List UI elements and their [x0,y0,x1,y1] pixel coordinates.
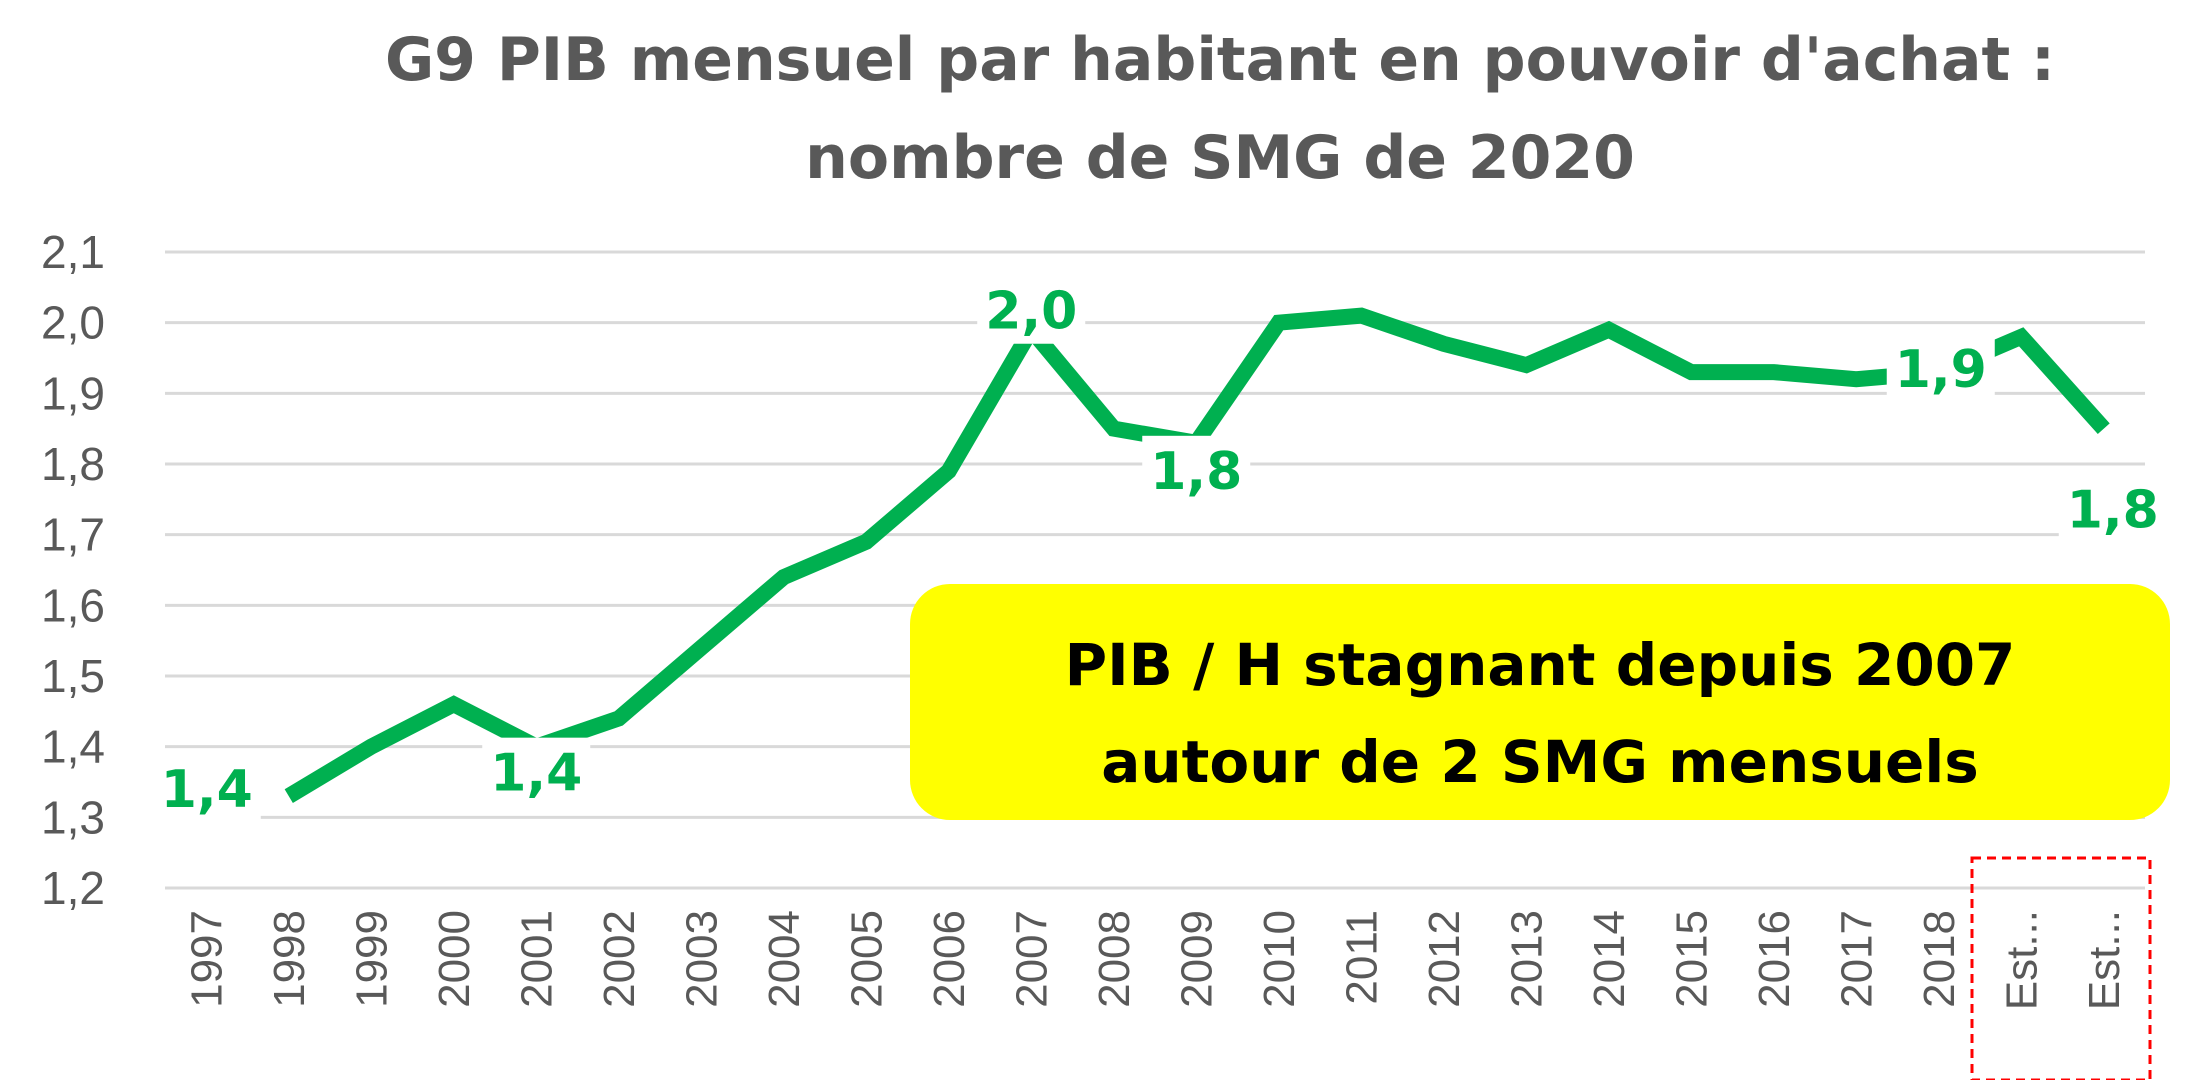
x-tick-label: 2013 [1502,910,1551,1008]
x-tick-label: 2001 [512,910,561,1008]
x-tick-label: 2007 [1007,910,1056,1008]
x-tick-label: 2012 [1420,910,1469,1008]
x-tick-label: 2010 [1255,910,1304,1008]
y-tick-label: 2,0 [41,297,105,349]
data-label: 1,8 [1150,442,1242,502]
y-tick-label: 1,6 [41,579,105,631]
estimate-highlight-box [1970,856,2152,1080]
x-tick-label: 2011 [1337,910,1386,1005]
data-label-background [1886,334,1995,403]
x-tick-label: 2017 [1832,910,1881,1008]
x-tick-label: Est... [1997,910,2046,1010]
data-labels: 1,4 1,4 2,0 1,8 1,9 1,8 [152,275,2167,823]
data-label: 1,9 [1895,340,1987,400]
x-tick-label: Est... [2080,910,2129,1010]
annotation-line-1: PIB / H stagnant depuis 2007 [1065,631,2016,699]
x-tick-label: 2000 [430,910,479,1008]
data-label-background [2058,474,2167,543]
x-tick-label: 2015 [1667,910,1716,1008]
x-tick-label: 2002 [595,910,644,1008]
x-tick-label: 1997 [182,910,231,1008]
annotation-callout: PIB / H stagnant depuis 2007 autour de 2… [910,584,2170,820]
x-tick-label: 2003 [677,910,726,1008]
data-label: 1,4 [161,760,253,820]
data-label-background [1142,435,1251,504]
x-tick-label: 1999 [347,910,396,1008]
y-tick-label: 1,2 [41,862,105,914]
x-tick-label: 2005 [842,910,891,1008]
x-tick-label: 1998 [265,910,314,1008]
x-tick-label: 2006 [925,910,974,1008]
chart-title-line-1: G9 PIB mensuel par habitant en pouvoir d… [385,25,2055,95]
y-tick-label: 1,3 [41,791,105,843]
x-tick-label: 2014 [1585,910,1634,1008]
data-label: 1,8 [2067,481,2159,541]
y-tick-label: 1,7 [41,509,105,561]
data-label-background [152,754,261,823]
y-tick-label: 1,8 [41,438,105,490]
data-label: 2,0 [985,282,1077,342]
x-axis-ticks: 1997 1998 1999 2000 2001 2002 2003 2004 2005 2006… [182,910,2129,1010]
data-label-background [482,737,591,806]
annotation-line-2: autour de 2 SMG mensuels [1101,728,1979,796]
chart-title-line-2: nombre de SMG de 2020 [805,123,1635,193]
x-tick-label: 2016 [1750,910,1799,1008]
y-tick-label: 1,9 [41,367,105,419]
y-axis-ticks: 1,2 1,3 1,4 1,5 1,6 1,7 1,8 1,9 2,0 2,1 [41,226,105,914]
annotation-box [910,584,2170,820]
data-label: 1,4 [490,744,582,804]
x-tick-label: 2018 [1915,910,1964,1008]
data-label-background [977,275,1086,344]
y-tick-label: 1,5 [41,650,105,702]
x-tick-label: 2009 [1172,910,1221,1008]
x-tick-label: 2004 [760,910,809,1008]
x-tick-label: 2008 [1090,910,1139,1008]
y-tick-label: 2,1 [41,226,105,278]
y-tick-label: 1,4 [41,721,105,773]
